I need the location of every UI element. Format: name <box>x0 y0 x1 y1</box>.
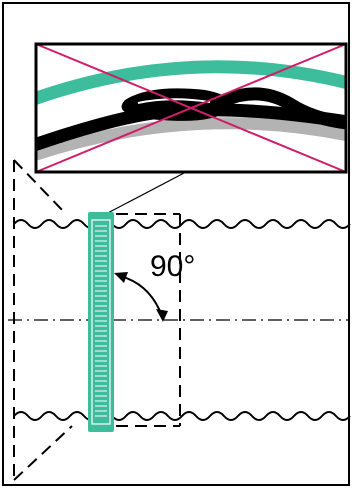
tie-strap <box>88 212 114 432</box>
upper-dashed-diagonal <box>13 159 65 213</box>
teal-cable <box>36 60 346 106</box>
black-cable-tail <box>222 87 346 130</box>
lower-dashed-diagonal <box>13 425 73 481</box>
inset-incorrect <box>34 42 348 174</box>
bundle-top-edge <box>13 219 351 229</box>
cable-tie <box>88 212 114 432</box>
tie-inner-track <box>91 219 111 425</box>
angle-arrow-bottom <box>156 309 168 322</box>
angle-arrow-top <box>114 272 128 283</box>
angle-label: 90° <box>150 250 195 283</box>
perspective-lines <box>13 159 181 481</box>
tie-teeth <box>95 225 107 417</box>
cross-out-line-b <box>35 43 347 173</box>
gray-cable <box>36 117 346 161</box>
bundle-bottom-edge <box>13 411 351 421</box>
cable-bundle <box>13 219 351 421</box>
leader-line <box>101 171 187 217</box>
angle-indicator: 90° <box>114 250 195 322</box>
inset-frame <box>34 42 348 174</box>
